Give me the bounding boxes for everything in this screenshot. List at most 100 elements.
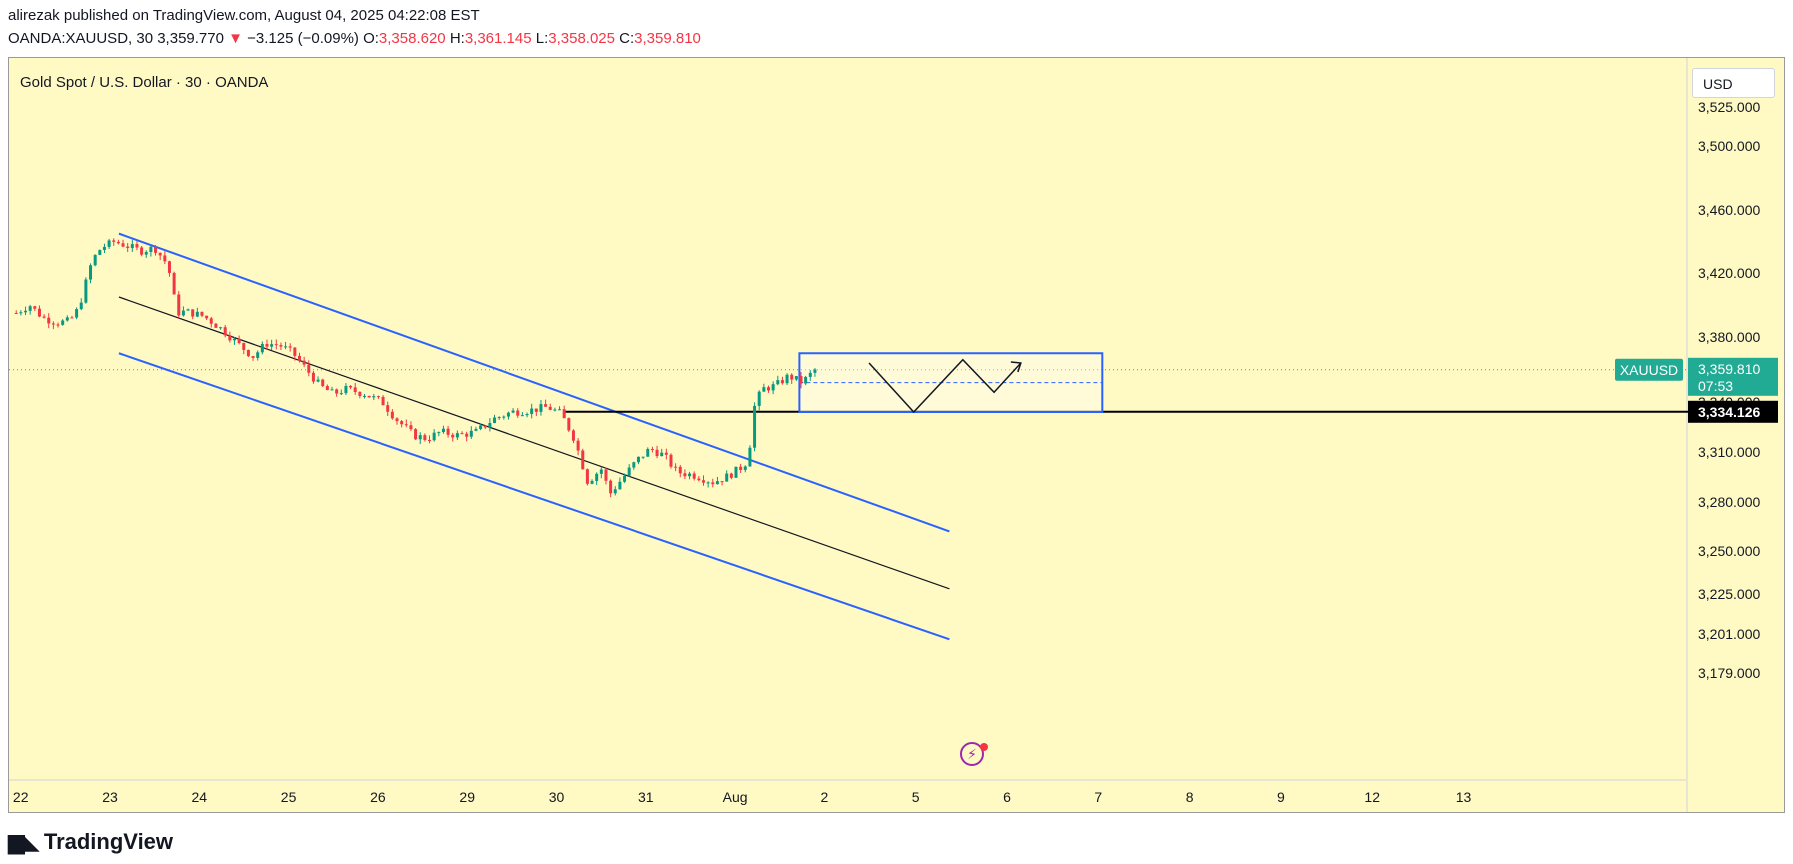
tradingview-logo[interactable]: ▆◣ TradingView	[8, 829, 173, 855]
candle-body	[246, 349, 250, 357]
candle-body	[660, 452, 664, 457]
candle-body	[232, 338, 236, 341]
x-tick-label: 2	[821, 789, 829, 805]
candle-body	[284, 346, 288, 348]
drawings-layer	[118, 232, 1688, 641]
candle-body	[126, 246, 130, 248]
candle-body	[516, 410, 520, 416]
x-tick-label: 7	[1094, 789, 1102, 805]
candle-body	[297, 355, 301, 361]
candle-body	[376, 396, 380, 398]
y-tick-label: 3,525.000	[1698, 99, 1760, 115]
open-value: 3,358.620	[378, 30, 446, 47]
candle-body	[47, 317, 51, 324]
x-tick-label: 6	[1003, 789, 1011, 805]
candle-body	[627, 467, 631, 476]
x-tick-label: 5	[912, 789, 920, 805]
x-tick-label: 31	[638, 789, 654, 805]
y-tick-label: 3,280.000	[1698, 494, 1760, 510]
candle-body	[98, 249, 102, 255]
candle-body	[330, 389, 334, 391]
candle-body	[24, 310, 28, 313]
candle-body	[251, 356, 255, 358]
candle-body	[158, 252, 162, 256]
candle-body	[544, 404, 548, 407]
high-value: 3,361.145	[464, 30, 532, 47]
candle-body	[776, 380, 780, 385]
candle-body	[506, 412, 510, 417]
candle-body	[678, 466, 682, 474]
y-tick-label: 3,201.000	[1698, 626, 1760, 642]
candle-body	[609, 480, 613, 494]
candle-body	[205, 315, 209, 319]
candle-body	[548, 406, 552, 410]
current-price-label-bg	[1688, 357, 1778, 396]
countdown-label: 07:53	[1698, 378, 1733, 394]
candle-body	[460, 433, 464, 435]
candle-body	[441, 428, 445, 433]
candle-body	[339, 393, 343, 395]
y-tick-label: 3,225.000	[1698, 586, 1760, 602]
candle-body	[279, 345, 283, 347]
candle-body	[664, 452, 668, 455]
candle-body	[89, 265, 93, 280]
candle-body	[414, 429, 418, 440]
last-price: 3,359.770	[157, 30, 224, 47]
candle-body	[191, 309, 195, 317]
price-change: −3.125 (−0.09%)	[247, 30, 359, 47]
candle-body	[739, 466, 743, 470]
candle-body	[701, 480, 705, 483]
candle-body	[167, 261, 171, 273]
y-tick-label: 3,420.000	[1698, 265, 1760, 281]
candle-body	[390, 411, 394, 419]
candle-body	[177, 294, 181, 316]
current-price-label: 3,359.810	[1698, 361, 1760, 377]
candle-body	[650, 448, 654, 450]
candle-body	[748, 447, 752, 467]
candle-body	[688, 473, 692, 477]
candle-body	[530, 408, 534, 415]
candle-body	[293, 347, 297, 356]
candle-body	[558, 409, 562, 411]
candle-body	[636, 456, 640, 463]
candle-body	[571, 430, 575, 441]
candle-body	[65, 317, 69, 321]
candle-body	[404, 424, 408, 426]
candle-body	[720, 481, 724, 483]
x-tick-label: 8	[1186, 789, 1194, 805]
chart-title: Gold Spot / U.S. Dollar · 30 · OANDA	[20, 74, 269, 91]
ohlc-header: OANDA:XAUUSD, 30 3,359.770 ▼ −3.125 (−0.…	[8, 30, 701, 47]
candle-body	[567, 418, 571, 431]
candle-body	[358, 392, 362, 396]
candle-body	[437, 432, 441, 434]
candle-body	[525, 414, 529, 416]
candle-body	[669, 454, 673, 467]
x-tick-label: 24	[192, 789, 208, 805]
zigzag-arrowhead	[1010, 361, 1022, 373]
candle-body	[51, 323, 55, 325]
candle-body	[599, 469, 603, 474]
x-tick-label: 25	[281, 789, 297, 805]
candle-body	[474, 429, 478, 431]
x-tick-label: 12	[1364, 789, 1380, 805]
candle-body	[483, 425, 487, 428]
brand-name: TradingView	[43, 829, 174, 854]
candle-body	[209, 318, 213, 324]
candle-body	[585, 469, 589, 484]
candle-body	[497, 417, 501, 419]
candle-body	[534, 408, 538, 412]
candle-body	[511, 410, 515, 413]
candle-body	[335, 389, 339, 394]
candle-body	[307, 364, 311, 373]
currency-button[interactable]: USD	[1692, 68, 1775, 98]
close-label: C:	[619, 30, 635, 47]
candle-body	[61, 320, 65, 325]
x-tick-label: 22	[13, 789, 29, 805]
candle-body	[186, 309, 190, 311]
time-axis[interactable]: 22 23 24 25 26 29 30 31 Aug 2 5 6 7 8 9 12 13	[13, 789, 1472, 805]
candle-body	[325, 386, 329, 391]
candle-body	[265, 344, 269, 347]
candle-body	[311, 372, 315, 382]
